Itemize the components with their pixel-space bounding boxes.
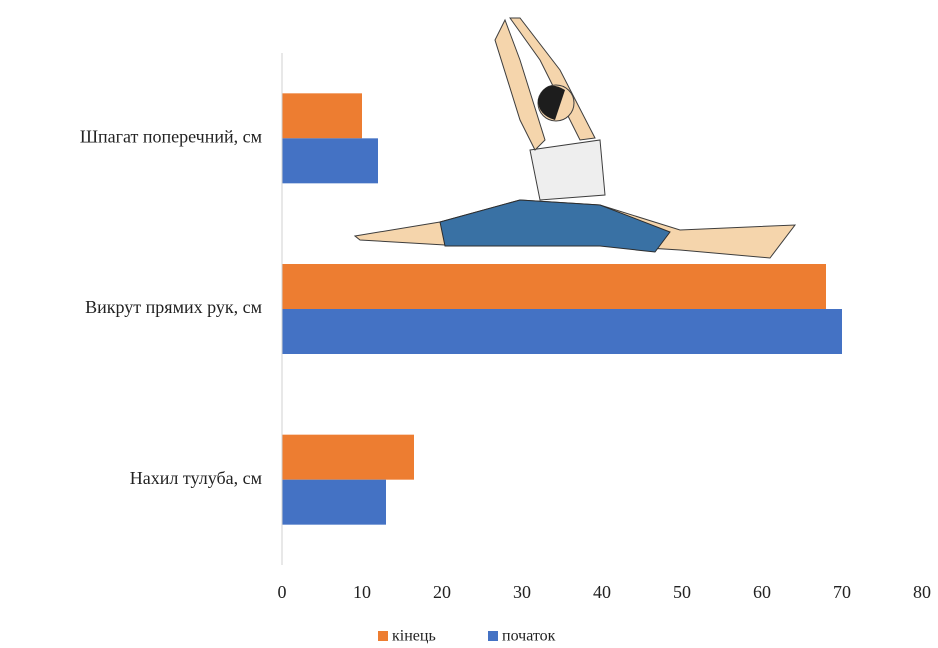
x-tick-label: 40 [593,582,611,602]
legend-swatch [378,631,388,641]
x-tick-label: 80 [913,582,931,602]
bar [282,309,842,354]
y-tick-label: Нахил тулуба, см [130,468,262,488]
gymnast-illustration [353,17,797,259]
bar [282,138,378,184]
y-tick-label: Викрут прямих рук, см [85,297,262,317]
x-tick-label: 70 [833,582,851,602]
bar [282,264,826,309]
bar [282,93,362,139]
legend-label: кінець [392,628,436,645]
bar [282,434,414,480]
x-tick-label: 10 [353,582,371,602]
x-tick-label: 30 [513,582,531,602]
x-tick-label: 0 [278,582,287,602]
legend-label: початок [502,628,556,645]
legend-swatch [488,631,498,641]
x-tick-label: 50 [673,582,691,602]
x-tick-label: 20 [433,582,451,602]
plot: 0 10 20 30 40 50 60 70 80 Шпагат поперечний, см Ви… [80,53,931,645]
x-tick-label: 60 [753,582,771,602]
y-tick-label: Шпагат поперечний, см [80,126,262,146]
bar [282,479,386,525]
